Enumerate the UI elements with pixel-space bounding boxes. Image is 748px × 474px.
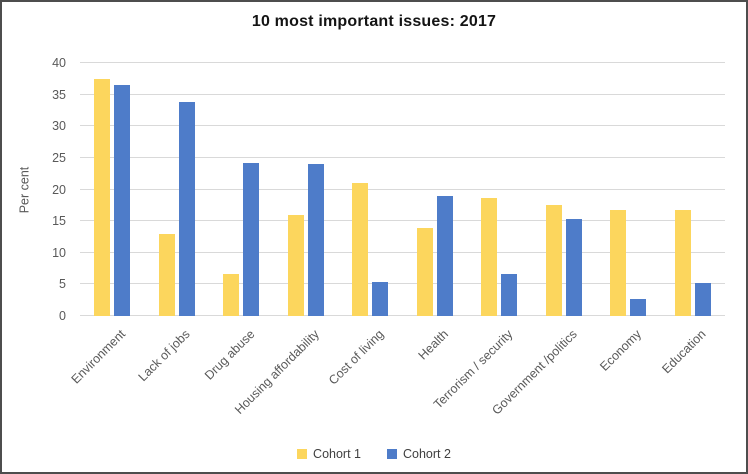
plot-area xyxy=(80,62,725,316)
bar-group-8 xyxy=(596,63,661,316)
legend-label: Cohort 1 xyxy=(313,447,361,461)
x-axis-label-0: Environment xyxy=(68,327,129,387)
gridline-25 xyxy=(80,156,725,158)
bar-cohort-2-1 xyxy=(178,101,195,316)
bar-group-4 xyxy=(338,63,403,316)
bar-group-7 xyxy=(532,63,597,316)
chart-title: 10 most important issues: 2017 xyxy=(251,13,497,30)
bar-cohort-2-3 xyxy=(307,163,324,316)
legend: Cohort 1 Cohort 2 xyxy=(2,447,746,461)
gridline-40 xyxy=(80,62,725,63)
legend-item-cohort-2: Cohort 2 xyxy=(387,447,451,461)
gridline-35 xyxy=(80,93,725,95)
bar-cohort-1-0 xyxy=(94,78,111,316)
legend-swatch-icon xyxy=(297,449,308,459)
bar-cohort-2-5 xyxy=(436,196,453,316)
bar-cohort-1-4 xyxy=(352,182,369,316)
gridline-5 xyxy=(80,283,725,285)
bar-cohort-1-6 xyxy=(481,197,498,316)
bar-cohort-2-9 xyxy=(694,283,711,316)
y-axis-ticks: 0 5 10 15 20 25 30 35 40 xyxy=(2,56,66,323)
bar-cohort-2-0 xyxy=(114,84,131,316)
bar-group-5 xyxy=(403,63,468,316)
y-tick-label-25: 25 xyxy=(52,150,66,165)
x-axis-label-1: Lack of jobs xyxy=(135,327,193,385)
legend-label: Cohort 2 xyxy=(403,447,451,461)
x-axis-label-5: Health xyxy=(415,327,451,363)
bar-cohort-1-7 xyxy=(545,204,562,316)
y-tick-label-15: 15 xyxy=(52,214,66,229)
y-tick-label-10: 10 xyxy=(52,245,66,260)
bar-cohort-2-8 xyxy=(630,298,647,316)
bar-cohort-2-7 xyxy=(565,218,582,316)
bar-cohort-1-1 xyxy=(158,234,175,316)
x-axis-label-2: Drug abuse xyxy=(201,327,258,383)
bar-group-2 xyxy=(209,63,274,316)
y-tick-label-0: 0 xyxy=(59,309,66,323)
bar-group-9 xyxy=(661,63,726,316)
bar-cohort-2-4 xyxy=(372,282,389,316)
x-axis-label-8: Economy xyxy=(597,327,645,374)
bar-cohort-1-5 xyxy=(416,228,433,316)
gridline-10 xyxy=(80,251,725,253)
bar-group-6 xyxy=(467,63,532,316)
x-axis-label-4: Cost of living xyxy=(325,327,387,388)
bar-group-1 xyxy=(145,63,210,316)
y-tick-label-20: 20 xyxy=(52,182,66,197)
legend-swatch-icon xyxy=(387,449,397,459)
bar-series xyxy=(80,63,725,316)
bar-cohort-2-2 xyxy=(243,162,260,316)
x-axis-label-9: Education xyxy=(659,327,709,377)
gridlines xyxy=(80,62,725,316)
bar-group-0 xyxy=(80,63,145,316)
gridline-0 xyxy=(80,315,725,316)
bar-cohort-1-8 xyxy=(610,210,627,316)
bar-cohort-1-9 xyxy=(674,210,691,316)
x-axis-labels: Environment Lack of jobs Drug abuse Housing… xyxy=(69,322,725,434)
gridline-15 xyxy=(80,220,725,222)
y-tick-label-35: 35 xyxy=(52,87,66,102)
y-tick-label-30: 30 xyxy=(52,119,66,134)
y-tick-label-40: 40 xyxy=(52,56,66,70)
bar-cohort-2-6 xyxy=(501,274,518,316)
bar-group-3 xyxy=(274,63,339,316)
legend-item-cohort-1: Cohort 1 xyxy=(297,447,361,461)
gridline-30 xyxy=(80,125,725,127)
bar-cohort-1-3 xyxy=(287,214,304,316)
bar-cohort-1-2 xyxy=(223,274,240,316)
gridline-20 xyxy=(80,188,725,190)
y-tick-label-5: 5 xyxy=(59,277,66,292)
